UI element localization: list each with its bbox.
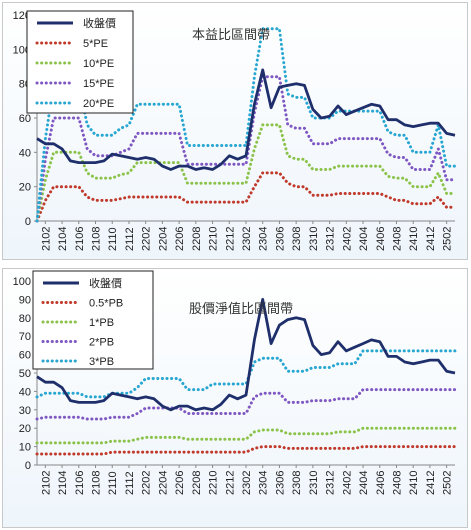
- pb-x-tick-label: 2406: [375, 471, 387, 495]
- pb-legend-label-2: 1*PB: [89, 317, 114, 329]
- pb-series-line-2: [35, 426, 457, 445]
- pe-x-tick-label: 2306: [274, 227, 286, 251]
- pb-x-tick-label: 2212: [224, 471, 236, 495]
- pe-x-tick-label: 2102: [40, 227, 52, 251]
- pe-legend-box: [26, 10, 134, 114]
- pe-legend-label-3: 15*PE: [83, 78, 114, 90]
- pe-series-line-4: [35, 27, 457, 223]
- pb-y-tick-label: 10: [19, 442, 31, 454]
- pb-x-tick-label: 2304: [258, 471, 270, 495]
- pe-x-tick-label: 2204: [157, 227, 169, 251]
- pe-legend-label-2: 10*PE: [83, 58, 114, 70]
- pb-x-tick-label: 2310: [308, 471, 320, 495]
- pb-series-line-1: [35, 445, 457, 456]
- pb-x-tick-label: 2202: [141, 471, 153, 495]
- pe-x-tick-label: 2202: [141, 227, 153, 251]
- pe-x-tick-label: 2104: [57, 227, 69, 251]
- pe-x-tick-label: 2312: [325, 227, 337, 251]
- pb-x-tick-label: 2104: [57, 471, 69, 495]
- pe-y-tick-label: 100: [13, 44, 31, 56]
- pe-x-tick-label: 2402: [341, 227, 353, 251]
- pb-x-tick-label: 2402: [341, 471, 353, 495]
- pb-x-tick-label: 2302: [241, 471, 253, 495]
- pb-legend-label-0: 收盤價: [89, 276, 122, 290]
- pe-x-tick-label: 2408: [391, 227, 403, 251]
- pe-x-tick-label: 2502: [442, 227, 454, 251]
- pe-y-tick-label: 20: [19, 182, 31, 194]
- pe-x-tick-label: 2406: [375, 227, 387, 251]
- pb-x-tick-label: 2408: [391, 471, 403, 495]
- pb-y-tick-label: 90: [19, 294, 31, 306]
- pe-x-tick-label: 2310: [308, 227, 320, 251]
- pb-y-tick-label: 70: [19, 331, 31, 343]
- pb-x-tick-label: 2204: [157, 471, 169, 495]
- pb-x-tick-label: 2404: [358, 471, 370, 495]
- pe-series-line-1: [35, 171, 457, 223]
- pb-x-tick-label: 2112: [124, 471, 136, 495]
- pe-x-tick-label: 2412: [425, 227, 437, 251]
- pe-x-tick-label: 2110: [107, 227, 119, 251]
- pe-x-tick-label: 2206: [174, 227, 186, 251]
- pb-x-tick-label: 2106: [74, 471, 86, 495]
- pe-series-line-3: [35, 75, 457, 223]
- pb-x-tick-label: 2306: [274, 471, 286, 495]
- pe-y-tick-label: 60: [19, 113, 31, 125]
- pb-y-tick-label: 100: [13, 276, 31, 288]
- pb-chart-title: 股價淨值比區間帶: [189, 301, 293, 316]
- pb-x-tick-label: 2502: [442, 471, 454, 495]
- pe-x-tick-label: 2302: [241, 227, 253, 251]
- pe-x-tick-label: 2108: [91, 227, 103, 251]
- pb-x-tick-label: 2410: [408, 471, 420, 495]
- pb-legend-box: [32, 270, 154, 370]
- pe-x-tick-label: 2308: [291, 227, 303, 251]
- pb-x-tick-label: 2206: [174, 471, 186, 495]
- pe-legend-label-0: 收盤價: [83, 16, 116, 30]
- pe-x-tick-label: 2106: [74, 227, 86, 251]
- pb-x-tick-label: 2312: [325, 471, 337, 495]
- pe-legend-label-4: 20*PE: [83, 98, 114, 110]
- pb-y-tick-label: 30: [19, 405, 31, 417]
- pb-x-tick-label: 2412: [425, 471, 437, 495]
- pb-x-tick-label: 2108: [91, 471, 103, 495]
- pe-x-tick-label: 2208: [191, 227, 203, 251]
- pe-chart-title: 本益比區間帶: [192, 27, 270, 42]
- pe-band-chart-panel: 0 20 40 60 80 100 120 2102 2104 2106 2108 2110 2112 2…: [2, 2, 468, 260]
- pe-x-tick-label: 2210: [208, 227, 220, 251]
- pb-y-tick-label: 40: [19, 386, 31, 398]
- pe-legend-label-1: 5*PE: [83, 38, 108, 50]
- pb-y-tick-label: 80: [19, 313, 31, 325]
- pe-x-tick-label: 2404: [358, 227, 370, 251]
- pb-band-chart: 0 10 20 30 40 50 60 70 80 90 100 2102 2104 2106 2108 21…: [13, 270, 457, 495]
- pb-series-line-0: [36, 297, 456, 412]
- pe-x-tick-label: 2410: [408, 227, 420, 251]
- pe-x-tick-label: 2304: [258, 227, 270, 251]
- pb-x-tick-label: 2308: [291, 471, 303, 495]
- pe-series-line-2: [35, 123, 457, 223]
- pe-x-tick-label: 2112: [124, 227, 136, 251]
- pb-y-tick-label: 50: [19, 368, 31, 380]
- pb-band-chart-panel: 0 10 20 30 40 50 60 70 80 90 100 2102 2104 2106 2108 21…: [2, 268, 468, 528]
- pe-legend: 收盤價 5*PE 10*PE 15*PE 20*PE: [26, 10, 134, 114]
- pb-y-tick-label: 60: [19, 350, 31, 362]
- pe-y-tick-label: 120: [13, 10, 31, 22]
- pb-legend-label-4: 3*PB: [89, 356, 114, 368]
- pe-y-tick-label: 40: [19, 147, 31, 159]
- pb-legend: 收盤價 0.5*PB 1*PB 2*PB 3*PB: [32, 270, 154, 370]
- pb-x-tick-label: 2210: [208, 471, 220, 495]
- pe-y-tick-label: 0: [25, 216, 31, 228]
- pb-x-tick-label: 2208: [191, 471, 203, 495]
- pe-series-line-0: [36, 68, 456, 171]
- pb-legend-label-1: 0.5*PB: [89, 298, 123, 310]
- pb-y-tick-label: 20: [19, 423, 31, 435]
- pe-x-tick-label: 2212: [224, 227, 236, 251]
- pb-series-line-3: [35, 388, 457, 421]
- pb-x-tick-label: 2110: [107, 471, 119, 495]
- pb-legend-label-3: 2*PB: [89, 337, 114, 349]
- pb-x-tick-label: 2102: [40, 471, 52, 495]
- pb-y-tick-label: 0: [25, 460, 31, 472]
